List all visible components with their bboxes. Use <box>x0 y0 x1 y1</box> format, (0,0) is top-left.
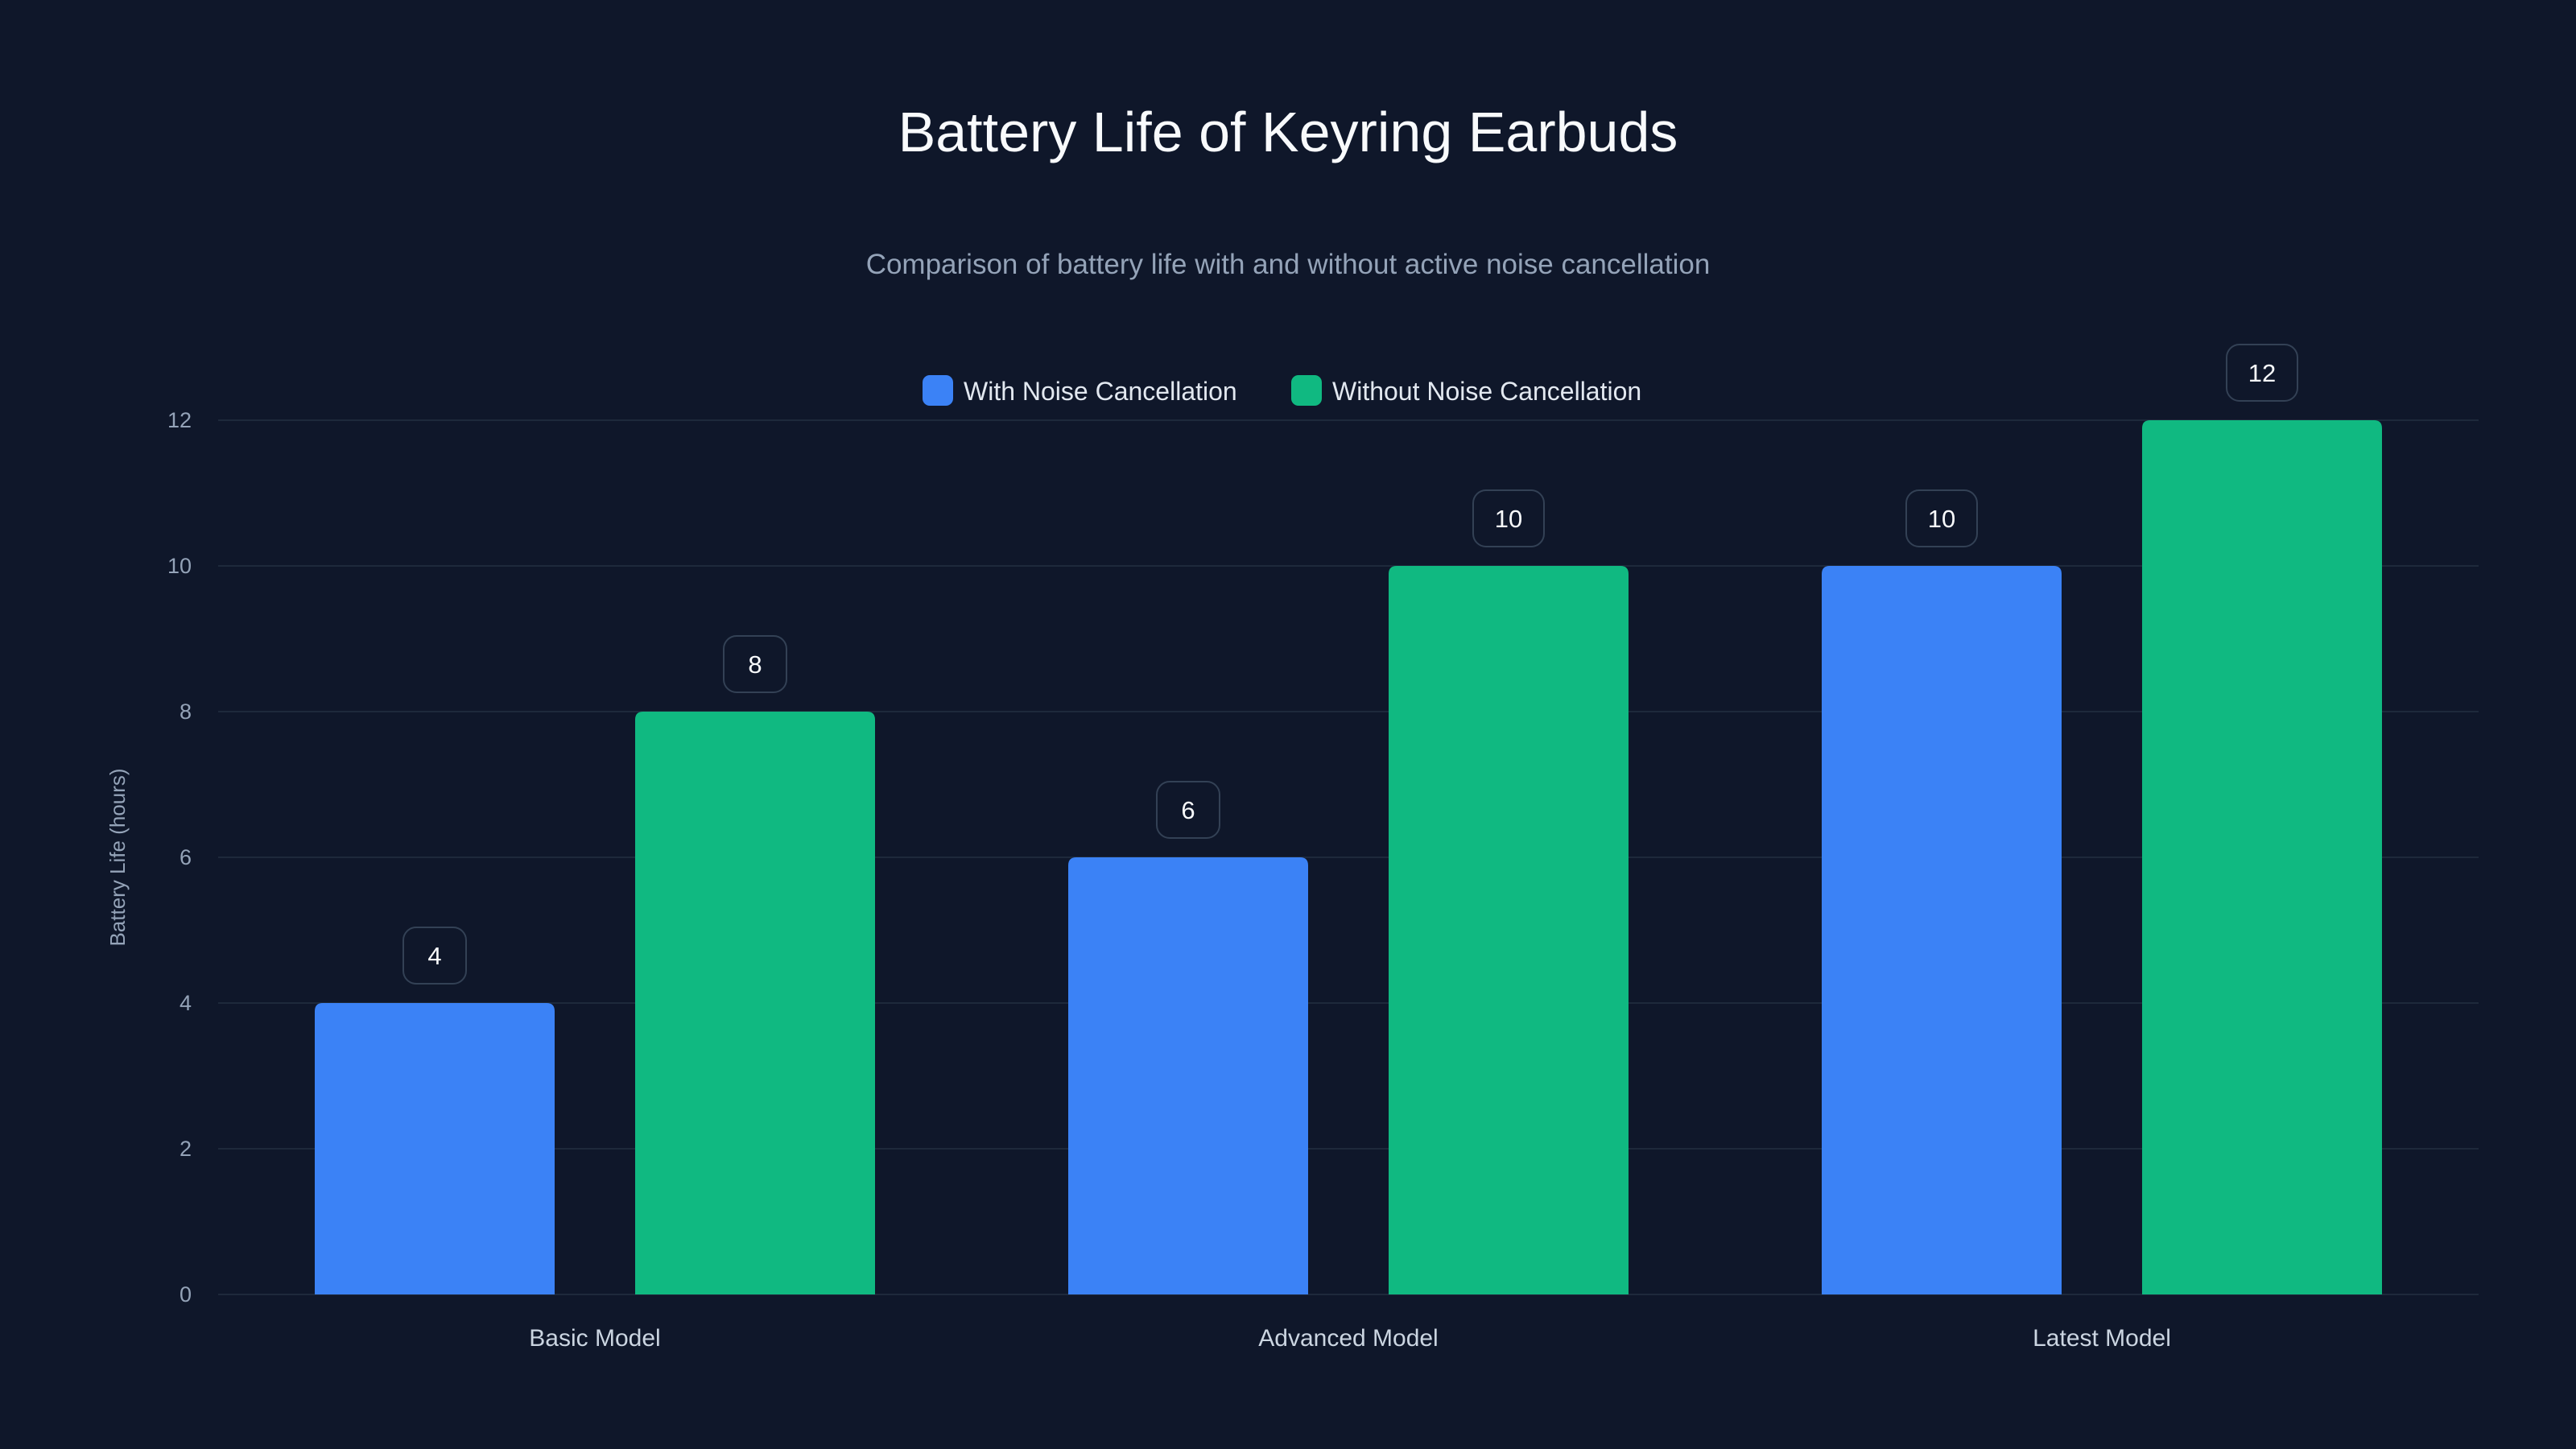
y-axis-label: Battery Life (hours) <box>105 768 130 946</box>
bar <box>1822 566 2062 1294</box>
y-tick-label: 0 <box>180 1282 192 1307</box>
y-tick-label: 12 <box>167 408 192 432</box>
legend: With Noise Cancellation Without Noise Can… <box>923 375 1641 406</box>
data-label-box <box>1905 489 1978 547</box>
bar <box>1389 566 1629 1294</box>
y-tick-label: 4 <box>180 991 192 1015</box>
legend-label: Without Noise Cancellation <box>1332 377 1641 406</box>
data-label: 6 <box>1181 796 1195 824</box>
data-label-box <box>1156 781 1220 839</box>
x-tick-label: Latest Model <box>2033 1325 2171 1352</box>
data-label-box <box>2226 344 2298 402</box>
data-label: 10 <box>1928 505 1955 533</box>
legend-swatch <box>923 375 953 406</box>
legend-label: With Noise Cancellation <box>964 377 1237 406</box>
bar <box>1068 857 1308 1294</box>
data-label: 4 <box>427 942 441 970</box>
y-tick-label: 2 <box>180 1137 192 1161</box>
data-label: 10 <box>1495 505 1522 533</box>
bars <box>315 420 2382 1294</box>
x-tick-label: Advanced Model <box>1258 1325 1438 1352</box>
y-tick-label: 8 <box>180 700 192 724</box>
data-label-box <box>402 927 467 985</box>
data-label-box <box>1472 489 1545 547</box>
data-label-box <box>723 635 787 693</box>
chart-subtitle: Comparison of battery life with and with… <box>866 249 1711 280</box>
gridlines: 0 2 4 6 8 10 12 <box>167 408 2479 1307</box>
legend-swatch <box>1291 375 1322 406</box>
bar <box>315 1003 555 1294</box>
y-tick-label: 10 <box>167 554 192 578</box>
data-labels: 4 8 6 10 10 12 <box>402 344 2298 985</box>
bar <box>2142 420 2382 1294</box>
data-label: 12 <box>2248 359 2276 387</box>
x-axis: Basic Model Advanced Model Latest Model <box>529 1325 2171 1352</box>
chart-title: Battery Life of Keyring Earbuds <box>898 101 1678 163</box>
y-tick-label: 6 <box>180 845 192 869</box>
x-tick-label: Basic Model <box>529 1325 660 1352</box>
bar <box>635 712 875 1294</box>
data-label: 8 <box>748 650 762 679</box>
